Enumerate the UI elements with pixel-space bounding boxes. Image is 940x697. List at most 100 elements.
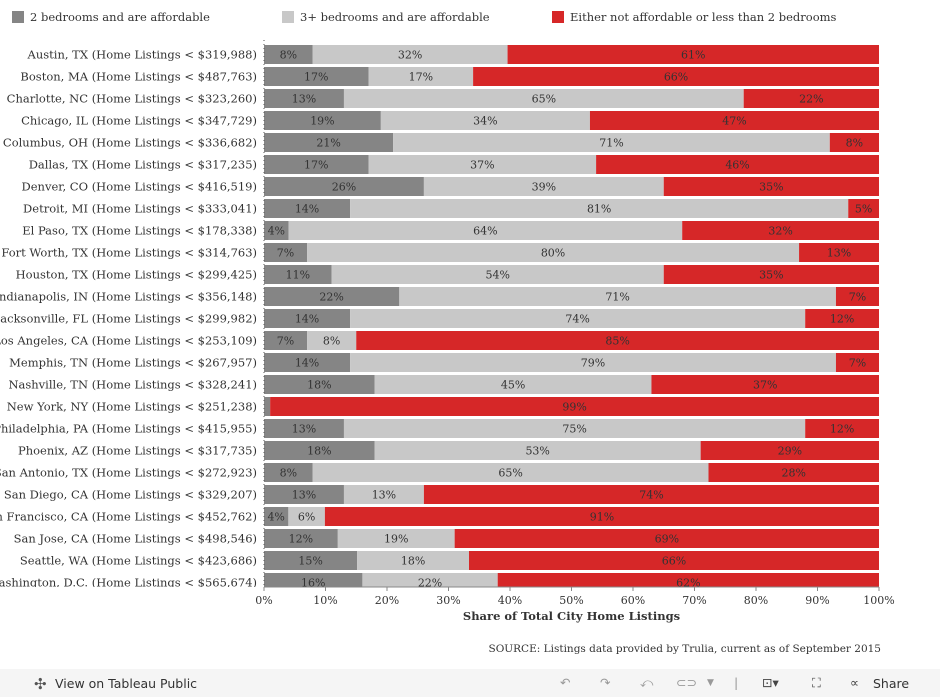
category-label: Philadelphia, PA (Home Listings < $415,9… [0,422,257,436]
data-label: 5% [855,203,872,216]
bar-segment [663,265,879,284]
bar-segment [264,155,369,174]
x-axis-title: Share of Total City Home Listings [463,609,680,623]
data-label: 22% [319,291,343,304]
category-label: Fort Worth, TX (Home Listings < $314,763… [1,246,257,260]
data-label: 21% [316,137,340,150]
revert-icon[interactable]: ⤺ [640,675,654,690]
category-label: Dallas, TX (Home Listings < $317,235) [29,158,257,172]
bar-segment [264,353,351,372]
legend-item-2br[interactable]: 2 bedrooms and are affordable [12,10,210,24]
data-label: 13% [292,423,316,436]
x-tick-label: 70% [682,594,706,607]
legend-label: 2 bedrooms and are affordable [30,10,210,24]
x-tick-label: 20% [375,594,399,607]
data-label: 99% [562,401,586,414]
bar-segment [350,199,849,218]
bar-segment [835,353,879,372]
bar-segment [380,111,590,130]
legend-label: 3+ bedrooms and are affordable [300,10,490,24]
data-label: 66% [664,71,688,84]
x-tick-label: 50% [559,594,583,607]
data-label: 91% [590,511,614,524]
data-label: 13% [827,247,851,260]
category-label: San Antonio, TX (Home Listings < $272,92… [0,466,257,480]
data-label: 26% [332,181,356,194]
data-label: 13% [292,489,316,502]
data-label: 13% [372,489,396,502]
data-label: 17% [304,71,328,84]
data-label: 80% [541,247,565,260]
bar-segment [264,89,344,108]
data-label: 85% [605,335,629,348]
data-label: 61% [681,49,705,62]
chevron-down-icon[interactable]: ▼ [707,678,714,688]
redo-icon[interactable]: ↷ [600,675,611,690]
share-icon[interactable]: ∝ [850,675,859,690]
x-tick-label: 30% [436,594,460,607]
data-label: 54% [485,269,509,282]
data-label: 22% [418,577,442,590]
data-label: 65% [498,467,522,480]
refresh-icon[interactable]: ⊂⊃ [676,675,697,690]
data-label: 45% [501,379,525,392]
bar-segment [343,89,744,108]
legend-item-3br[interactable]: 3+ bedrooms and are affordable [282,10,490,24]
data-label: 14% [295,357,319,370]
category-label: Detroit, MI (Home Listings < $333,041) [23,202,257,216]
x-tick-label: 90% [805,594,829,607]
category-label: San Jose, CA (Home Listings < $498,546) [14,532,257,546]
bar-segment [357,551,469,570]
x-tick-label: 40% [498,594,522,607]
bar-segment [368,67,474,86]
data-label: 19% [310,115,334,128]
x-tick-label: 80% [744,594,768,607]
data-label: 4% [267,511,284,524]
tableau-toolbar: ✣ View on Tableau Public ↶ ↷ ⤺ ⊂⊃ ▼ | ⊡▾… [0,669,940,697]
source-note: SOURCE: Listings data provided by Trulia… [488,643,882,655]
bar-segment [264,111,381,130]
data-label: 8% [280,49,297,62]
legend-item-other[interactable]: Either not affordable or less than 2 bed… [552,10,836,24]
share-button[interactable]: Share [873,676,910,691]
view-on-tableau-link[interactable]: View on Tableau Public [55,676,198,691]
data-label: 17% [409,71,433,84]
data-label: 75% [562,423,586,436]
data-label: 53% [525,445,549,458]
bar-segment [264,177,424,196]
data-label: 17% [304,159,328,172]
undo-icon[interactable]: ↶ [560,675,571,690]
fullscreen-icon[interactable]: ⛶ [812,675,821,690]
bar-segment [708,463,879,482]
bar-segment [264,419,344,438]
bar-segment [324,507,879,526]
category-label: Austin, TX (Home Listings < $319,988) [27,48,257,62]
download-icon[interactable]: ⊡▾ [762,675,779,690]
bar-segment [264,133,394,152]
category-label: El Paso, TX (Home Listings < $178,338) [22,224,257,238]
data-label: 14% [295,203,319,216]
data-label: 74% [639,489,663,502]
bar-segment [362,573,498,587]
data-label: 81% [587,203,611,216]
bar-segment [374,375,652,394]
data-label: 18% [401,555,425,568]
data-label: 46% [725,159,749,172]
bar-segment [350,353,836,372]
x-tick-label: 100% [863,594,894,607]
category-label: Charlotte, NC (Home Listings < $323,260) [7,92,257,106]
data-label: 34% [473,115,497,128]
data-label: 69% [655,533,679,546]
data-label: 8% [280,467,297,480]
bar-segment [307,243,800,262]
bar-segment [331,265,664,284]
category-label: San Francisco, CA (Home Listings < $452,… [0,510,257,524]
data-label: 12% [830,313,854,326]
bar-segment [264,573,363,587]
bar-segment [288,507,325,526]
bar-segment [700,441,879,460]
data-label: 22% [799,93,823,106]
category-label: San Diego, CA (Home Listings < $329,207) [4,488,257,502]
data-label: 11% [286,269,310,282]
bar-segment [264,551,358,570]
